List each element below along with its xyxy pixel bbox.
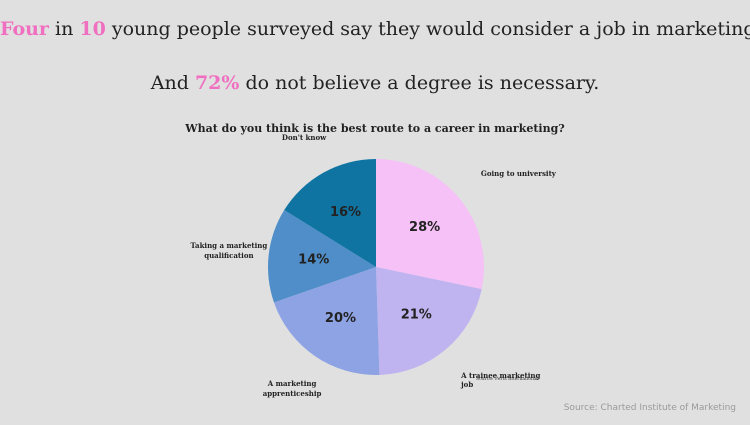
headline-highlight: 72%	[194, 72, 240, 94]
pie-slice	[284, 159, 376, 267]
headline: And 72% do not believe a degree is neces…	[0, 72, 750, 94]
footer-source: Source: Charted Institute of Marketing	[563, 403, 736, 413]
data-label: 20%	[325, 311, 356, 326]
data-label: 28%	[409, 220, 440, 235]
slice-label: Don't know	[281, 133, 327, 143]
slice-label: A trainee marketing job	[461, 370, 541, 390]
headline-text: do not believe a degree is necessary.	[239, 72, 600, 94]
headline-highlight: 10	[79, 18, 106, 40]
data-label: 21%	[401, 307, 432, 322]
headline: Four in 10 young people surveyed say the…	[0, 18, 750, 40]
chart-source: Source: Perts International	[476, 377, 539, 382]
pie-slice	[273, 267, 380, 375]
chart-title: What do you think is the best route to a…	[185, 122, 565, 135]
headline-highlight: Four	[0, 18, 49, 40]
pie-slice	[376, 159, 484, 290]
slice-label: A marketing apprenticeship	[262, 379, 322, 398]
pie-slice	[268, 210, 376, 303]
slice-label: Taking a marketing qualification	[190, 241, 268, 260]
headline-text: And	[150, 72, 195, 94]
data-label: 16%	[330, 205, 361, 220]
headline-text: in	[48, 18, 80, 40]
headline-text: young people surveyed say they would con…	[105, 18, 750, 40]
data-label: 14%	[298, 253, 329, 268]
slice-label: Going to university	[480, 169, 556, 179]
pie-slice	[376, 267, 482, 375]
